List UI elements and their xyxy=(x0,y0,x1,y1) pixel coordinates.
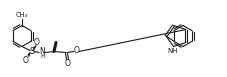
Text: H: H xyxy=(40,54,45,59)
Text: O: O xyxy=(34,38,40,47)
Text: CH₃: CH₃ xyxy=(16,11,28,17)
Text: O: O xyxy=(64,59,70,68)
Text: O: O xyxy=(74,46,80,55)
Text: N: N xyxy=(39,48,45,57)
Text: NH: NH xyxy=(167,48,177,54)
Text: S: S xyxy=(29,47,35,56)
Text: O: O xyxy=(23,56,29,65)
